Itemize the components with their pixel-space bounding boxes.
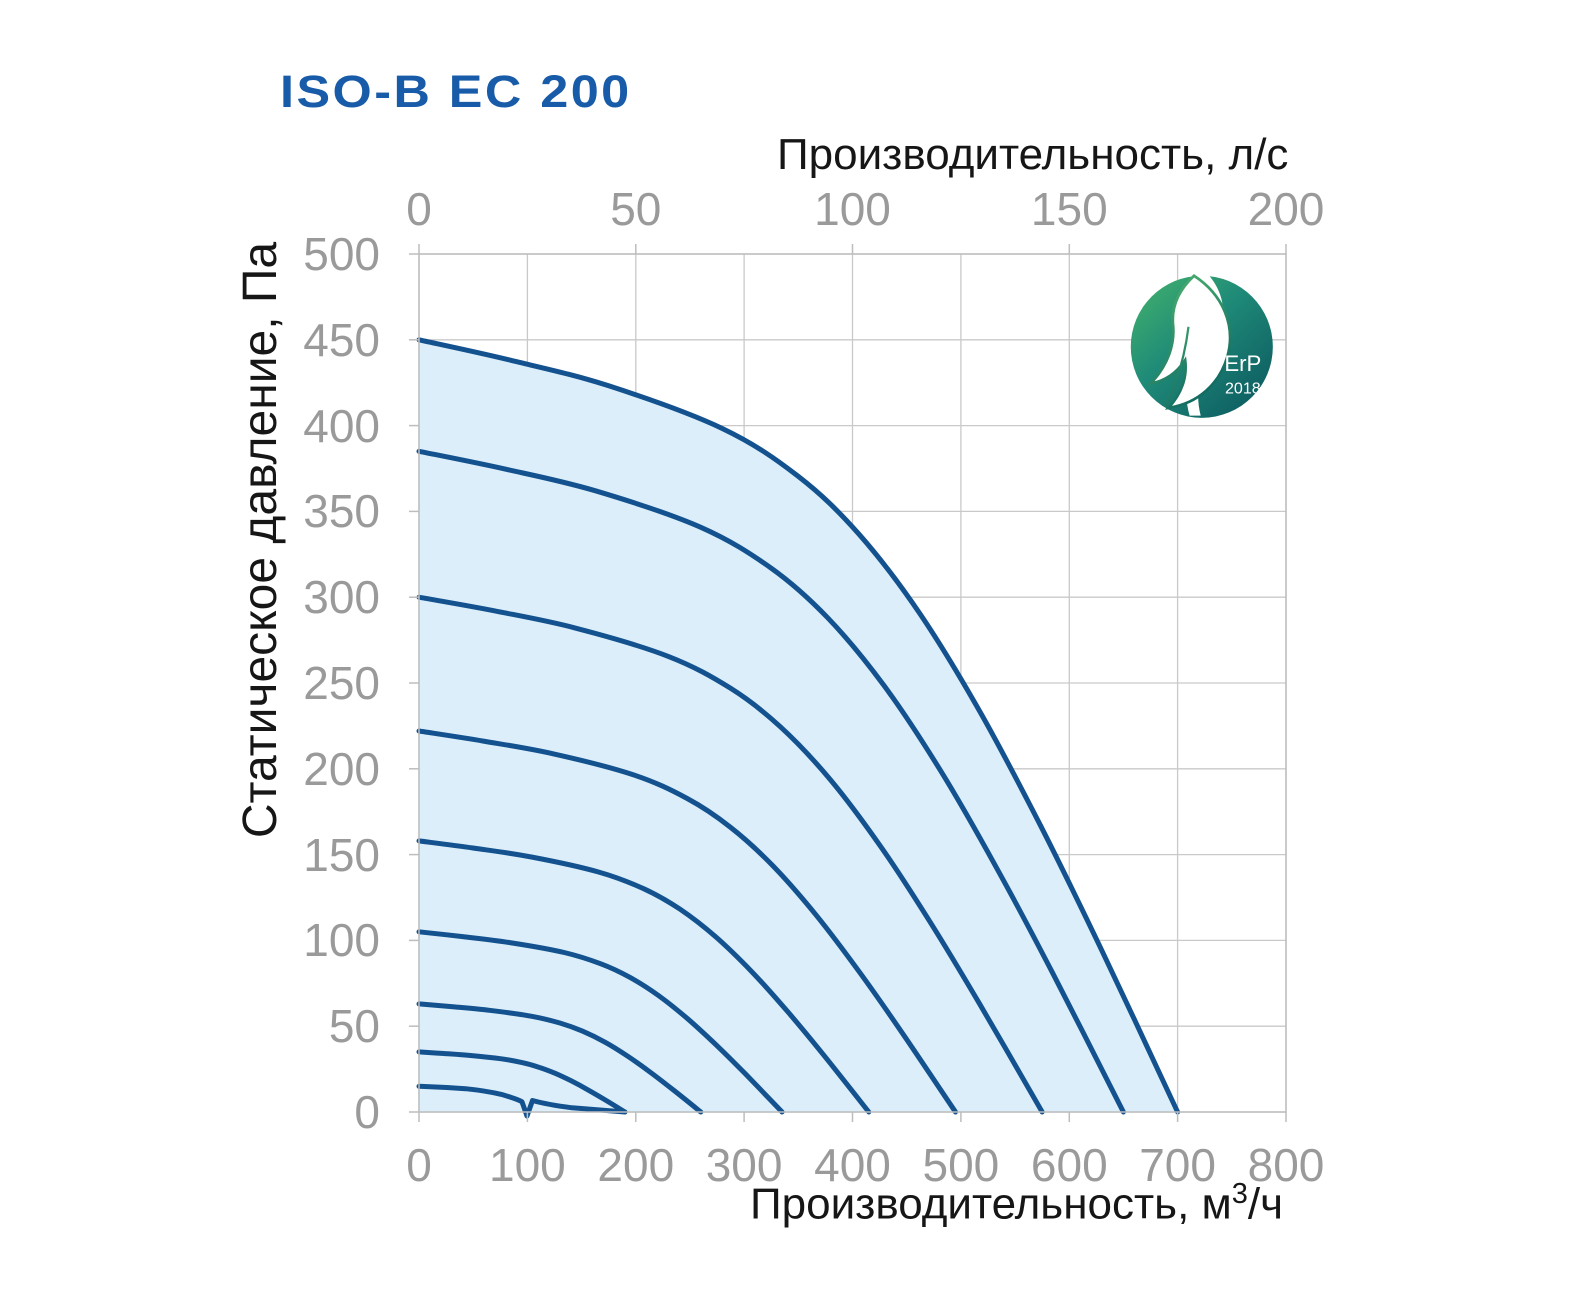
svg-text:2018: 2018	[1225, 379, 1261, 397]
svg-text:ErP: ErP	[1224, 351, 1261, 376]
